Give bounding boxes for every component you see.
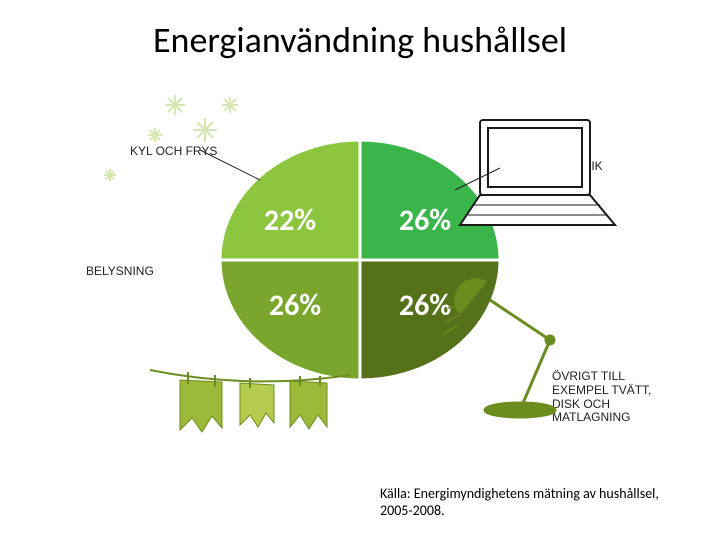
pct-kyl-frys: 22% <box>264 202 316 239</box>
slice-kyl-frys <box>220 140 360 260</box>
pie: 22% 26% 26% 26% <box>220 140 500 380</box>
infographic: KYL OCH FRYS HEMELEKTRONIK ÖVRIGT TILL E… <box>60 90 660 470</box>
laptop-icon <box>460 120 615 225</box>
source-text: Källa: Energimyndighetens mätning av hus… <box>380 486 690 520</box>
page-title: Energianvändning hushållsel <box>0 18 720 62</box>
snowflakes-icon <box>104 95 238 181</box>
lamp-icon <box>442 280 555 417</box>
pct-belysning: 26% <box>399 287 451 324</box>
pct-hemelektronik: 26% <box>399 202 451 239</box>
clothesline-icon <box>150 370 350 432</box>
pct-ovrigt: 26% <box>269 287 321 324</box>
